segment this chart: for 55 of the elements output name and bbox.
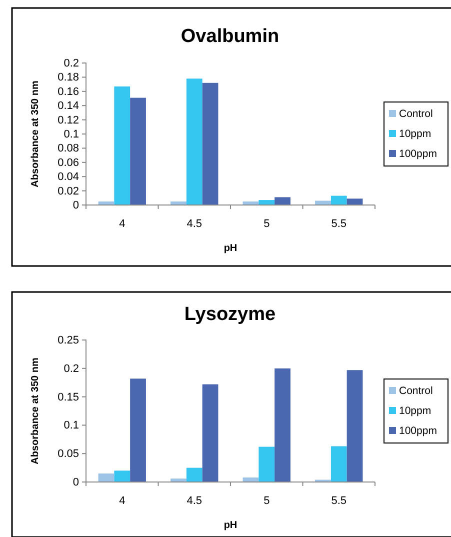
y-tick-label: 0.18	[58, 72, 79, 84]
bar	[130, 98, 146, 205]
y-tick-label: 0.02	[58, 185, 79, 198]
x-tick-label: 5.5	[331, 218, 347, 230]
y-tick-label: 0.2	[64, 58, 79, 70]
y-tick-label: 0.04	[58, 171, 79, 184]
x-tick-label: 5	[264, 218, 270, 230]
x-tick-label: 5.5	[331, 494, 347, 507]
bar	[315, 200, 331, 205]
bar	[258, 200, 275, 205]
bar	[186, 78, 202, 205]
bar	[186, 468, 202, 482]
x-tick-label: 4.5	[186, 494, 202, 507]
y-tick-label: 0.08	[58, 142, 79, 155]
bar	[274, 197, 290, 205]
legend-label: 10ppm	[399, 405, 432, 417]
bar	[274, 368, 290, 482]
y-tick-label: 0	[72, 476, 79, 489]
bar	[114, 470, 130, 482]
bar	[98, 473, 114, 482]
bar	[346, 370, 363, 482]
x-axis-title: pH	[224, 243, 238, 254]
bar	[202, 82, 218, 205]
x-tick-label: 5	[264, 494, 270, 507]
bar	[130, 378, 146, 482]
x-tick-label: 4	[119, 218, 126, 230]
y-tick-label: 0.16	[58, 86, 79, 98]
legend-label: 10ppm	[399, 128, 432, 140]
bar	[330, 446, 347, 482]
bar	[258, 446, 275, 482]
y-tick-label: 0.2	[64, 362, 79, 375]
bar	[346, 198, 363, 205]
y-tick-label: 0.15	[58, 391, 79, 404]
y-tick-label: 0.06	[58, 156, 79, 169]
legend-label: Control	[399, 108, 433, 120]
x-tick-label: 4.5	[186, 218, 202, 230]
bar	[330, 196, 347, 205]
legend-label: 100ppm	[399, 148, 438, 160]
y-tick-label: 0.1	[64, 128, 79, 141]
chart-title: Lysozyme	[184, 304, 276, 325]
bar	[114, 86, 130, 205]
y-tick-label: 0.05	[58, 448, 79, 460]
y-tick-label: 0.12	[58, 114, 79, 126]
legend-label: Control	[399, 385, 433, 397]
legend-label: 100ppm	[399, 425, 438, 437]
chart-title: Ovalbumin	[180, 26, 280, 47]
y-tick-label: 0	[72, 200, 79, 212]
y-axis-title: Absorbance at 350 nm	[30, 358, 41, 464]
y-axis-title: Absorbance at 350 nm	[30, 80, 41, 188]
x-tick-label: 4	[119, 494, 126, 507]
y-tick-label: 0.1	[64, 420, 79, 432]
x-axis-title: pH	[224, 520, 238, 531]
y-tick-label: 0.14	[58, 100, 79, 112]
bar	[202, 384, 218, 482]
y-tick-label: 0.25	[58, 334, 79, 347]
